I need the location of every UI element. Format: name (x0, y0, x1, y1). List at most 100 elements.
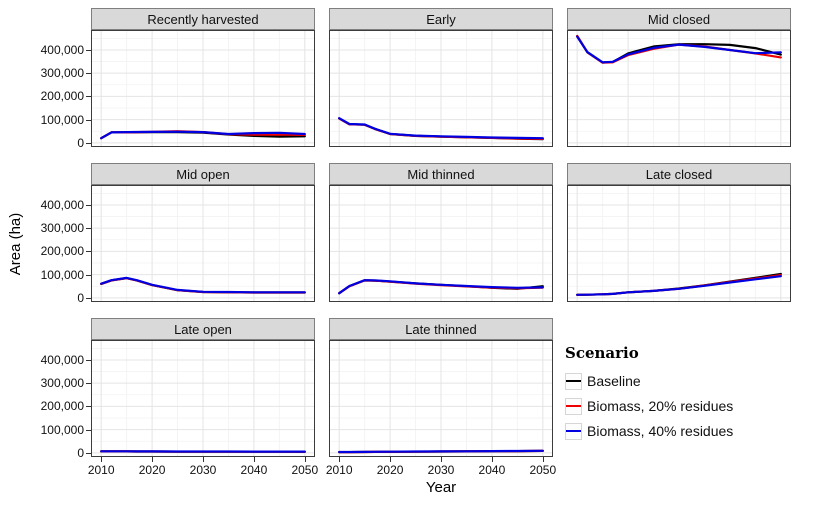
legend-key-biomass-20 (565, 397, 582, 415)
x-tick-label: 2050 (291, 463, 319, 477)
facet-plot-recently-harvested (91, 30, 315, 147)
series-line-biomass-40-residues (576, 35, 782, 64)
y-tick-label: 300,000 (40, 221, 84, 236)
legend-item-baseline: Baseline (565, 370, 805, 392)
series-line-biomass-40-residues (100, 130, 306, 140)
x-tick-mark (441, 457, 442, 462)
y-tick-label: 200,000 (40, 399, 84, 414)
facet-strip-title: Early (426, 11, 456, 27)
y-tick-mark (86, 251, 91, 253)
x-tick-label: 2030 (427, 463, 455, 477)
facet-plot-mid-closed (567, 30, 791, 147)
panel-border (91, 340, 315, 457)
y-tick-mark (86, 49, 91, 51)
y-tick-mark (86, 406, 91, 408)
facet-strip-late-closed: Late closed (567, 163, 791, 185)
y-tick-label: 300,000 (40, 376, 84, 391)
facet-strip-mid-closed: Mid closed (567, 8, 791, 30)
y-tick-mark (86, 274, 91, 276)
x-tick-label: 2040 (240, 463, 268, 477)
x-tick-label: 2020 (376, 463, 404, 477)
facet-strip-title: Recently harvested (147, 11, 259, 27)
y-tick-label: 100,000 (40, 267, 84, 282)
y-tick-label: 200,000 (40, 244, 84, 259)
facet-strip-title: Late closed (645, 166, 713, 182)
y-tick-mark (86, 142, 91, 144)
x-tick-mark (390, 457, 392, 462)
y-tick-mark (86, 73, 91, 75)
series-line-biomass-40-residues (338, 449, 544, 454)
facet-plot-late-thinned (329, 340, 553, 457)
y-tick-label: 300,000 (40, 66, 84, 81)
facet-strip-title: Late open (174, 321, 232, 337)
facet-strip-title: Mid open (176, 166, 230, 182)
y-tick-label: 0 (77, 135, 84, 150)
y-tick-mark (86, 96, 91, 98)
legend-item-biomass-20: Biomass, 20% residues (565, 395, 805, 417)
facet-plot-early (329, 30, 553, 147)
x-axis-title: Year (425, 479, 457, 496)
legend-label-biomass-40: Biomass, 40% residues (587, 423, 734, 439)
biomass-40-line-swatch (566, 430, 581, 432)
y-tick-label: 400,000 (40, 42, 84, 57)
x-tick-mark (253, 457, 255, 462)
legend-label-biomass-20: Biomass, 20% residues (587, 398, 734, 414)
x-tick-label: 2020 (138, 463, 166, 477)
panel-border (567, 30, 791, 147)
panel-border (329, 185, 553, 302)
series-line-biomass-40-residues (338, 279, 544, 295)
legend: Scenario Baseline Biomass, 20% residues … (565, 344, 805, 445)
facet-strip-title: Mid thinned (407, 166, 475, 182)
y-tick-label: 400,000 (40, 352, 84, 367)
y-tick-mark (86, 228, 91, 230)
x-tick-label: 2040 (478, 463, 506, 477)
y-tick-label: 0 (77, 290, 84, 305)
y-tick-mark (86, 119, 91, 121)
facet-plot-mid-thinned (329, 185, 553, 302)
y-tick-label: 100,000 (40, 112, 84, 127)
x-tick-mark (203, 457, 204, 462)
facet-plot-late-open (91, 340, 315, 457)
series-line-biomass-40-residues (100, 276, 306, 294)
y-axis-title: Area (ha) (7, 212, 24, 276)
x-tick-mark (542, 457, 544, 462)
x-tick-mark (304, 457, 306, 462)
y-tick-mark (86, 297, 91, 299)
y-tick-mark (86, 204, 91, 206)
series-line-biomass-40-residues (576, 275, 782, 296)
x-tick-label: 2030 (189, 463, 217, 477)
facet-strip-title: Late thinned (405, 321, 477, 337)
legend-key-biomass-40 (565, 422, 582, 440)
x-tick-mark (152, 457, 154, 462)
legend-label-baseline: Baseline (587, 373, 641, 389)
facet-strip-recently-harvested: Recently harvested (91, 8, 315, 30)
y-tick-mark (86, 359, 91, 361)
panel-border (567, 185, 791, 302)
y-tick-label: 0 (77, 445, 84, 460)
x-tick-label: 2010 (325, 463, 353, 477)
facet-strip-early: Early (329, 8, 553, 30)
y-tick-mark (86, 429, 91, 431)
legend-key-baseline (565, 372, 582, 390)
y-tick-mark (86, 452, 91, 454)
facet-strip-late-thinned: Late thinned (329, 318, 553, 340)
facet-strip-title: Mid closed (647, 11, 711, 27)
panel-border (329, 30, 553, 147)
biomass-20-line-swatch (566, 405, 581, 407)
legend-title: Scenario (565, 344, 639, 362)
facet-plot-mid-open (91, 185, 315, 302)
panel-border (91, 185, 315, 302)
facet-strip-late-open: Late open (91, 318, 315, 340)
x-tick-label: 2010 (87, 463, 115, 477)
facet-strip-mid-open: Mid open (91, 163, 315, 185)
facet-strip-mid-thinned: Mid thinned (329, 163, 553, 185)
legend-item-biomass-40: Biomass, 40% residues (565, 420, 805, 442)
x-tick-mark (101, 457, 103, 462)
facet-plot-late-closed (567, 185, 791, 302)
x-tick-label: 2050 (529, 463, 557, 477)
x-tick-mark (339, 457, 341, 462)
x-tick-mark (491, 457, 493, 462)
panel-border (91, 30, 315, 147)
series-line-biomass-40-residues (338, 117, 544, 140)
